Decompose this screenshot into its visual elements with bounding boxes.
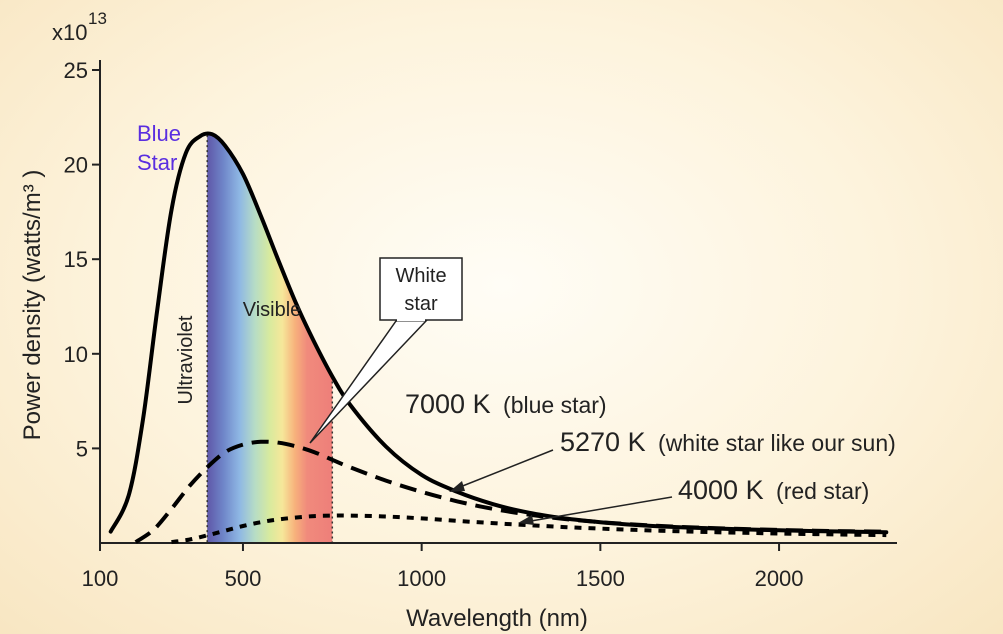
- series-line-4000k: [171, 513, 887, 545]
- x-tick-label: 500: [225, 566, 262, 591]
- visible-label: Visible: [243, 299, 302, 321]
- y-tick-label: 15: [64, 247, 88, 272]
- series-label-5270k: 5270 K (white star like our sun): [560, 427, 896, 457]
- series-line-5270k: [134, 439, 887, 544]
- y-tick-label: 20: [64, 153, 88, 178]
- y-tick-label: 10: [64, 342, 88, 367]
- white-star-callout-line2: star: [404, 293, 438, 315]
- x-tick-label: 2000: [755, 566, 804, 591]
- visible-spectrum-band: [207, 134, 333, 543]
- y-axis-title: Power density (watts/m³ ): [19, 170, 46, 441]
- y-tick-label: 25: [64, 58, 88, 83]
- pointer-arrow-5270k: [449, 449, 554, 492]
- x-axis-title: Wavelength (nm): [406, 605, 588, 632]
- white-star-callout-line1: White: [395, 265, 446, 287]
- y-multiplier: x10: [52, 20, 87, 45]
- x-tick-label: 1000: [397, 566, 446, 591]
- x-axis-ticks: 100 500 1000 1500 2000: [82, 543, 804, 591]
- x-tick-label: 100: [82, 566, 119, 591]
- y-axis-ticks: 5 10 15 20 25: [64, 58, 100, 461]
- pointer-arrow-4000k: [518, 496, 673, 525]
- series-label-4000k: 4000 K (red star): [678, 475, 869, 505]
- blue-star-label-line1: Blue: [137, 121, 181, 146]
- ultraviolet-label: Ultraviolet: [175, 315, 197, 404]
- blue-star-label-line2: Star: [137, 150, 177, 175]
- y-tick-label: 5: [76, 436, 88, 461]
- y-multiplier-exponent: 13: [88, 9, 107, 28]
- series-label-7000k: 7000 K (blue star): [405, 389, 607, 419]
- x-tick-label: 1500: [576, 566, 625, 591]
